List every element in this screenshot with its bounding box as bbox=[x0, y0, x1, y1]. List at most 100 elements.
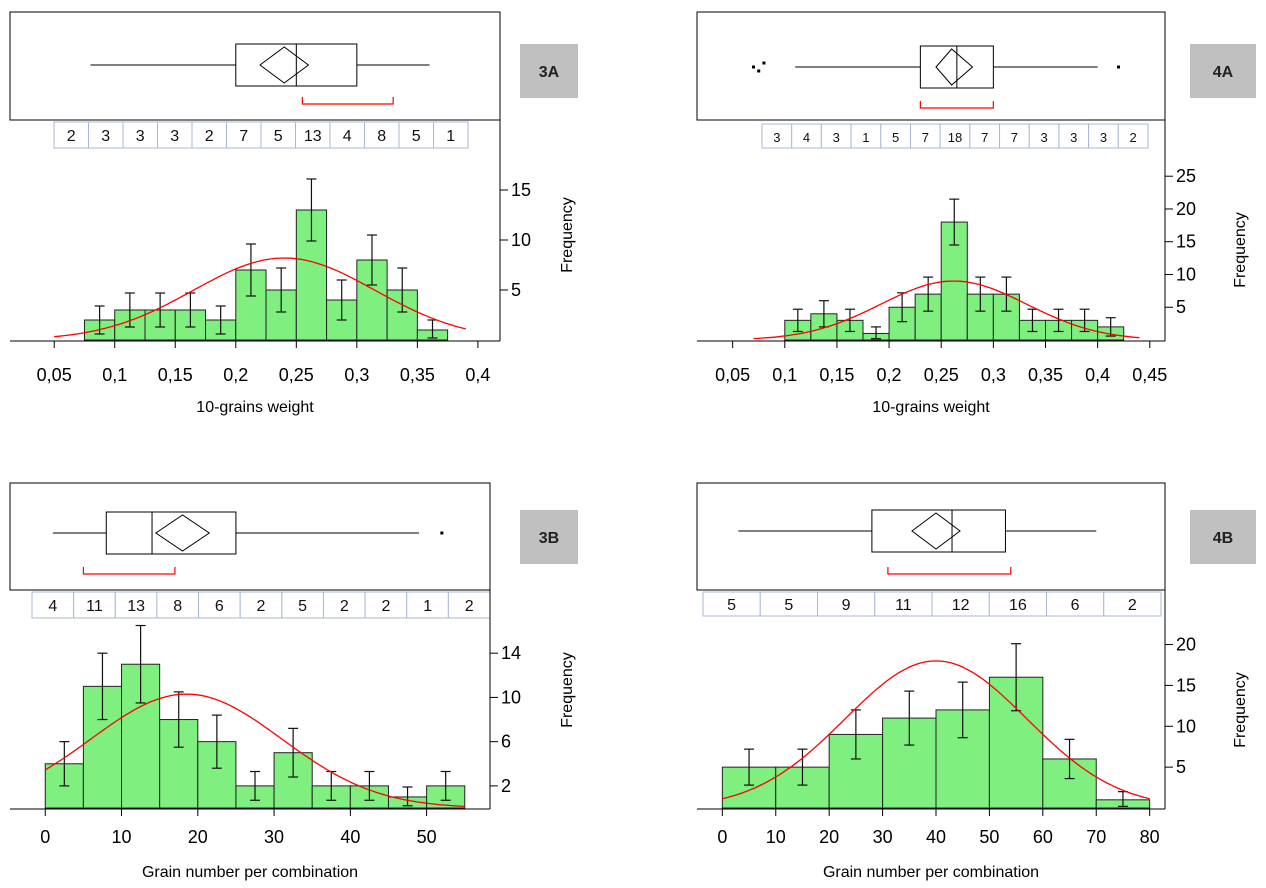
panel-badge-label: 3A bbox=[539, 64, 560, 81]
x-axis-title: Grain number per combination bbox=[823, 864, 1039, 881]
outlier-point bbox=[440, 531, 444, 535]
count-label: 2 bbox=[1130, 130, 1137, 145]
panel-badge-label: 4A bbox=[1213, 64, 1234, 81]
y-tick-label: 14 bbox=[501, 643, 521, 663]
count-label: 2 bbox=[340, 598, 349, 615]
count-label: 13 bbox=[304, 128, 322, 145]
count-label: 2 bbox=[381, 598, 390, 615]
x-tick-label: 0,35 bbox=[1028, 365, 1063, 385]
x-tick-label: 60 bbox=[1033, 827, 1053, 847]
y-tick-label: 25 bbox=[1176, 166, 1196, 186]
count-label: 5 bbox=[412, 128, 421, 145]
x-tick-label: 10 bbox=[112, 827, 132, 847]
count-label: 6 bbox=[215, 598, 224, 615]
count-cell bbox=[850, 123, 882, 149]
count-cell bbox=[761, 123, 793, 149]
normal-fit-curve bbox=[44, 693, 465, 808]
x-axis-title: 10-grains weight bbox=[196, 399, 314, 416]
count-cell bbox=[1117, 123, 1149, 149]
count-cell bbox=[260, 121, 296, 149]
count-label: 8 bbox=[377, 128, 386, 145]
x-tick-label: 0 bbox=[717, 827, 727, 847]
count-label: 3 bbox=[170, 128, 179, 145]
count-label: 5 bbox=[298, 598, 307, 615]
mean-diamond bbox=[935, 48, 974, 86]
x-tick-label: 40 bbox=[340, 827, 360, 847]
count-label: 8 bbox=[173, 598, 182, 615]
x-tick-label: 0,1 bbox=[102, 365, 127, 385]
y-tick-label: 15 bbox=[1176, 232, 1196, 252]
count-label: 1 bbox=[862, 130, 869, 145]
count-cell bbox=[447, 591, 491, 619]
count-cell bbox=[198, 591, 241, 619]
count-label: 7 bbox=[239, 128, 248, 145]
count-label: 12 bbox=[952, 597, 970, 614]
count-label: 9 bbox=[842, 597, 851, 614]
panel-badge bbox=[520, 44, 578, 98]
x-tick-label: 0,25 bbox=[279, 365, 314, 385]
x-tick-label: 0,35 bbox=[400, 365, 435, 385]
shortest-half-bracket bbox=[301, 97, 394, 105]
count-label: 13 bbox=[127, 598, 145, 615]
count-cell bbox=[1046, 591, 1105, 617]
y-tick-label: 10 bbox=[1176, 264, 1196, 284]
count-cell bbox=[1028, 123, 1060, 149]
y-axis-title: Frequency bbox=[559, 652, 576, 728]
count-label: 7 bbox=[1011, 130, 1018, 145]
count-cell bbox=[988, 591, 1047, 617]
x-tick-label: 80 bbox=[1140, 827, 1160, 847]
histogram-bar bbox=[82, 685, 123, 809]
y-tick-label: 5 bbox=[511, 280, 521, 300]
x-tick-label: 70 bbox=[1086, 827, 1106, 847]
y-tick-label: 15 bbox=[1176, 675, 1196, 695]
count-cell bbox=[191, 121, 227, 149]
count-label: 2 bbox=[205, 128, 214, 145]
x-tick-label: 0,05 bbox=[37, 365, 72, 385]
count-label: 4 bbox=[343, 128, 352, 145]
x-tick-label: 0,15 bbox=[819, 365, 854, 385]
count-cell bbox=[281, 591, 324, 619]
x-tick-label: 20 bbox=[819, 827, 839, 847]
panel-badge bbox=[1190, 510, 1256, 564]
count-label: 3 bbox=[101, 128, 110, 145]
count-label: 11 bbox=[895, 597, 912, 614]
count-label: 11 bbox=[86, 598, 103, 615]
count-label: 6 bbox=[1071, 597, 1080, 614]
count-cell bbox=[820, 123, 852, 149]
count-label: 7 bbox=[981, 130, 988, 145]
chart-panel-4a: 4A3 4 3 1 5 7 18 7 7 3 3 3 20,05 0,1 0,15 0,2 0,25 0,3 0,3… bbox=[696, 11, 1256, 416]
panel-badge bbox=[520, 510, 578, 564]
count-cell bbox=[817, 591, 876, 617]
x-tick-label: 0 bbox=[40, 827, 50, 847]
mean-diamond bbox=[154, 514, 211, 552]
x-tick-label: 20 bbox=[188, 827, 208, 847]
count-label: 4 bbox=[803, 130, 810, 145]
count-cell bbox=[1058, 123, 1090, 149]
count-cell bbox=[53, 121, 89, 149]
x-tick-label: 0,4 bbox=[1085, 365, 1110, 385]
count-label: 3 bbox=[773, 130, 780, 145]
y-tick-label: 10 bbox=[501, 687, 521, 707]
count-label: 5 bbox=[784, 597, 793, 614]
count-label: 2 bbox=[67, 128, 76, 145]
x-tick-label: 50 bbox=[417, 827, 437, 847]
x-tick-label: 40 bbox=[926, 827, 946, 847]
x-axis-title: 10-grains weight bbox=[872, 399, 990, 416]
panel-badge-label: 4B bbox=[1213, 530, 1233, 547]
y-tick-label: 20 bbox=[1176, 635, 1196, 655]
y-tick-label: 6 bbox=[501, 732, 511, 752]
y-axis-title: Frequency bbox=[559, 197, 576, 273]
outlier-point bbox=[752, 65, 755, 69]
x-tick-label: 0,05 bbox=[715, 365, 750, 385]
mean-diamond bbox=[911, 512, 961, 550]
count-label: 5 bbox=[727, 597, 736, 614]
x-tick-label: 30 bbox=[264, 827, 284, 847]
y-tick-label: 10 bbox=[511, 230, 531, 250]
x-tick-label: 0,2 bbox=[223, 365, 248, 385]
count-label: 2 bbox=[1128, 597, 1137, 614]
x-tick-label: 0,2 bbox=[877, 365, 902, 385]
mean-diamond bbox=[259, 46, 310, 84]
